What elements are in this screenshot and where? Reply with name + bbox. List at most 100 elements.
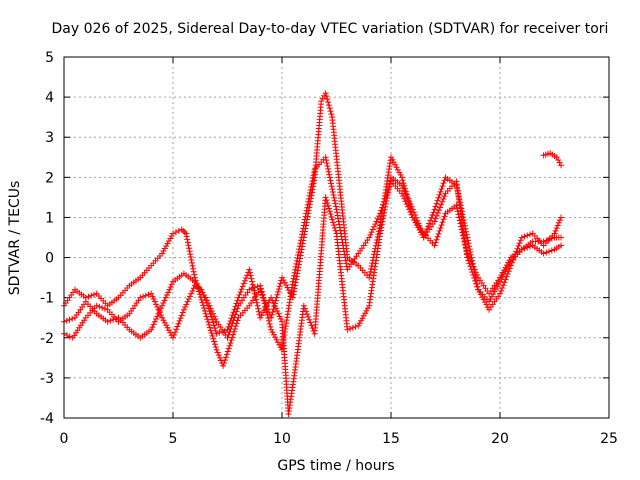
data-point [498,287,505,294]
data-point [207,311,214,318]
data-point [276,283,283,290]
data-point [63,317,70,324]
data-point [499,273,506,280]
data-point [363,307,370,314]
data-point [291,269,298,276]
data-point [358,317,365,324]
data-point [401,187,408,194]
data-point [299,231,306,238]
data-point [264,312,271,319]
data-point [499,285,506,292]
data-point [209,316,216,323]
y-tick-label: 0 [45,251,54,267]
data-point [483,301,490,308]
data-point [183,301,190,308]
data-point [273,336,280,343]
data-point [385,186,392,193]
data-point [168,232,175,239]
data-point [292,279,299,286]
data-point [252,293,259,300]
data-point [257,282,264,289]
data-point [294,270,301,277]
data-point [438,186,445,193]
data-point [163,243,170,250]
data-point [325,205,332,212]
data-point [190,268,197,275]
y-tick-label: 2 [45,170,54,186]
data-point [199,289,206,296]
data-point [151,318,158,325]
data-point [428,214,435,221]
data-point [393,164,400,171]
data-point [543,249,550,256]
data-point [210,322,217,329]
x-tick-label: 0 [60,431,69,447]
x-tick-label: 10 [273,431,291,447]
data-point [66,316,73,323]
data-point [502,268,509,275]
data-point [308,184,315,191]
data-point [322,154,329,161]
plot-frame [63,56,610,419]
data-point [342,254,349,261]
data-point [293,276,300,283]
data-point [436,227,443,234]
data-point [243,275,250,282]
data-point [173,326,180,333]
data-point [296,243,303,250]
data-point [209,332,216,339]
data-point [471,274,478,281]
data-point [226,320,233,327]
data-point [185,296,192,303]
data-point [411,212,418,219]
data-point [553,154,560,161]
data-point [302,213,309,220]
data-point [327,177,334,184]
data-point [267,323,274,330]
data-point [487,296,494,303]
data-point [180,306,187,313]
data-point [161,297,168,304]
data-point [328,213,335,220]
data-point [164,324,171,331]
data-point [384,192,391,199]
data-point [292,282,299,289]
data-point [187,251,194,258]
data-point [220,362,227,369]
data-point [204,302,211,309]
data-point [216,354,223,361]
data-point [330,222,337,229]
data-point [440,195,447,202]
data-point [454,205,461,212]
data-point [271,302,278,309]
data-point [367,268,374,275]
data-point [307,189,314,196]
data-point [334,209,341,216]
data-point [368,265,375,272]
data-point [165,327,172,334]
data-point [274,308,281,315]
data-point [276,341,283,348]
y-tick-label: 5 [45,50,54,66]
data-point [227,339,234,346]
data-point [490,291,497,298]
data-point [381,206,388,213]
data-point [170,230,176,237]
data-point [319,95,326,102]
data-point [364,305,371,312]
data-point [379,218,386,225]
data-point [221,327,228,334]
data-point [177,315,184,322]
data-point [454,208,461,215]
data-point [383,195,390,202]
data-point [558,214,565,221]
data-series [61,90,565,417]
data-point [190,265,197,272]
data-point [228,337,235,344]
data-point [253,296,260,303]
data-point [260,294,267,301]
data-point [171,331,178,338]
data-point [546,248,553,255]
data-point [300,302,307,309]
data-point [307,187,314,193]
